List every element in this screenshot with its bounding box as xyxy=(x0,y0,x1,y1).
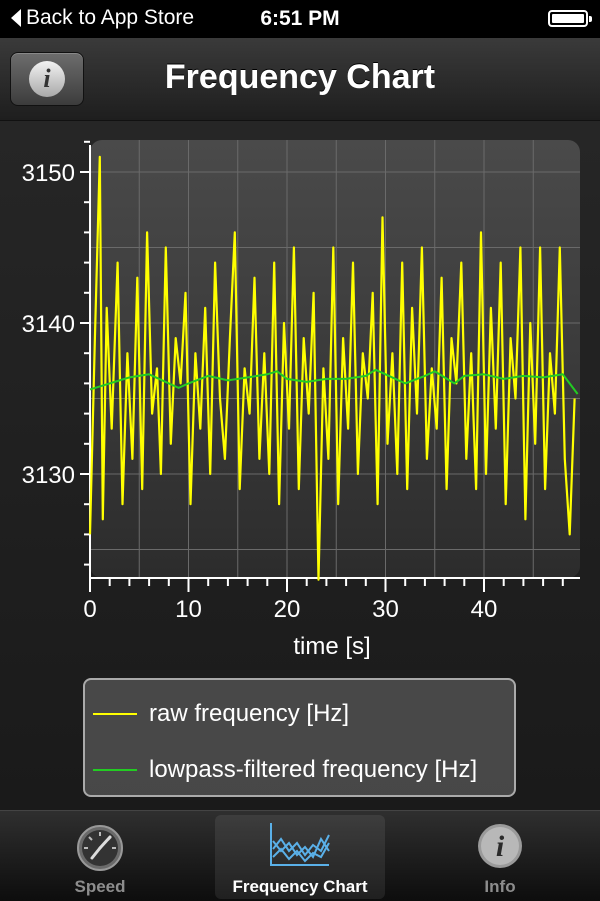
status-time: 6:51 PM xyxy=(260,7,340,30)
info-button[interactable]: i xyxy=(10,52,84,106)
legend-swatch-raw xyxy=(93,713,137,715)
legend-item-raw: raw frequency [Hz] xyxy=(93,700,349,728)
legend-item-lowpass: lowpass-filtered frequency [Hz] xyxy=(93,756,477,784)
back-arrow-icon xyxy=(11,9,21,27)
tab-speed[interactable]: Speed xyxy=(0,811,200,901)
svg-text:i: i xyxy=(496,830,505,863)
tab-frequency-chart[interactable]: Frequency Chart xyxy=(200,811,400,901)
x-tick-label: 0 xyxy=(83,596,96,623)
y-tick-label: 3140 xyxy=(22,311,75,338)
tick-labels: 0 10 20 30 40 3130 3140 3150 xyxy=(22,160,498,623)
series-group xyxy=(88,155,579,581)
page-title: Frequency Chart xyxy=(164,58,436,96)
navigation-bar: i Frequency Chart xyxy=(0,38,600,121)
x-axis-label: time [s] xyxy=(293,633,370,660)
info-icon: i xyxy=(29,61,65,97)
x-tick-label: 30 xyxy=(372,596,399,623)
chart-legend: raw frequency [Hz] lowpass-filtered freq… xyxy=(83,678,516,797)
info-icon: i xyxy=(478,824,522,868)
chart-icon xyxy=(270,823,330,866)
legend-label-lowpass: lowpass-filtered frequency [Hz] xyxy=(149,756,478,783)
tab-info[interactable]: i Info xyxy=(400,811,600,901)
tab-info-label: Info xyxy=(484,877,516,896)
tab-bar: Speed Frequency Chart i Info xyxy=(0,810,600,901)
y-tick-label: 3150 xyxy=(22,160,75,187)
raw-frequency-line xyxy=(88,155,576,581)
lowpass-frequency-line xyxy=(89,368,579,395)
battery-icon xyxy=(548,10,592,27)
status-bar: Back to App Store 6:51 PM xyxy=(0,0,600,38)
tab-frequency-chart-label: Frequency Chart xyxy=(232,877,368,896)
back-label: Back to App Store xyxy=(26,6,195,29)
speedometer-icon xyxy=(77,825,123,871)
tab-speed-label: Speed xyxy=(74,877,126,896)
back-to-app-store-link[interactable]: Back to App Store xyxy=(10,6,194,30)
legend-swatch-lowpass xyxy=(93,769,137,771)
y-tick-label: 3130 xyxy=(22,462,75,489)
x-tick-label: 40 xyxy=(471,596,498,623)
legend-label-raw: raw frequency [Hz] xyxy=(149,700,350,727)
x-tick-label: 10 xyxy=(175,596,202,623)
x-tick-label: 20 xyxy=(274,596,301,623)
frequency-chart: 0 10 20 30 40 3130 3140 3150 time [s] xyxy=(22,140,580,660)
